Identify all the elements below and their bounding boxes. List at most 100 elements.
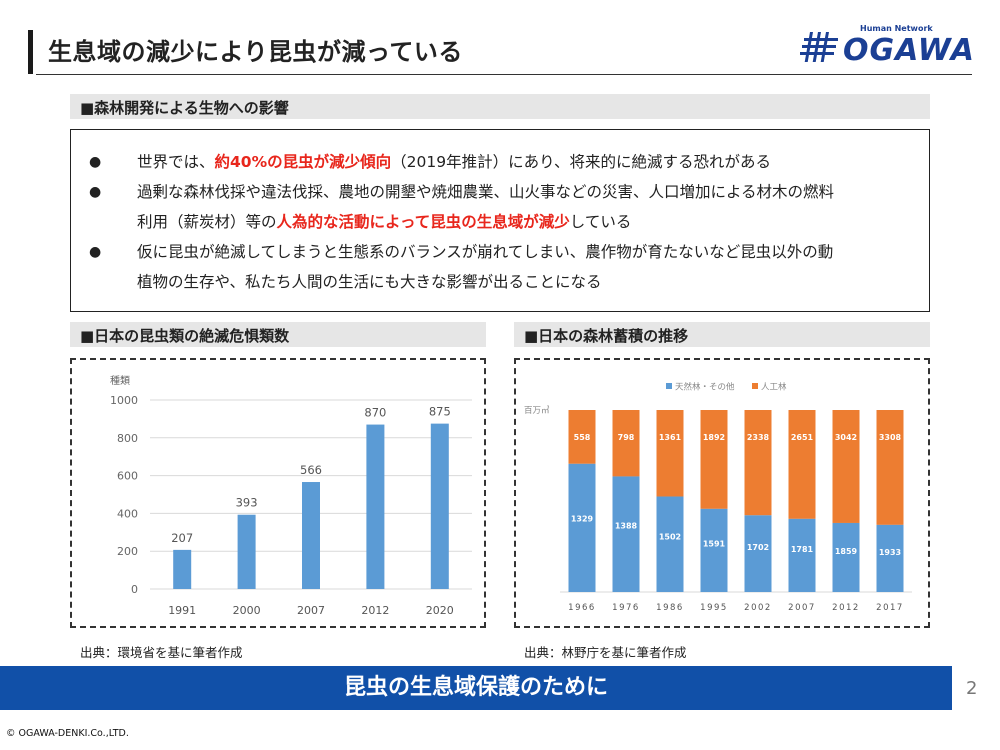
section-heading-insects: ■日本の昆虫類の絶滅危惧類数 <box>70 322 486 347</box>
data-label: 393 <box>236 496 258 510</box>
legend-swatch <box>752 383 758 389</box>
bullet-marker: ● <box>89 244 102 260</box>
bullet-text: 過剰な森林伐採や違法伐採、農地の開墾や焼畑農業、山火事などの災害、人口増加による… <box>137 183 835 201</box>
bar <box>237 514 256 589</box>
bullet-line: ● 世界では、約40%の昆虫が減少傾向（2019年推計）にあり、将来的に絶滅する恐… <box>71 147 929 177</box>
bar-segment-planted <box>656 410 684 497</box>
data-label-natural: 1702 <box>747 543 769 552</box>
forest-chart-frame: 天然林・その他 人工林百万㎥ 558 1329 1966 798 1388 1976 1361 1… <box>514 358 930 628</box>
x-tick-label: 1986 <box>656 603 684 613</box>
bar-segment-natural <box>700 508 728 592</box>
y-tick-label: 400 <box>117 507 138 520</box>
bar <box>430 423 449 589</box>
data-label-natural: 1388 <box>615 521 638 530</box>
y-tick-label: 600 <box>117 470 138 483</box>
x-tick-label: 2012 <box>832 603 860 613</box>
data-label-planted: 798 <box>618 433 635 442</box>
bar-segment-planted <box>876 410 904 525</box>
legend-label: 天然林・その他 <box>675 382 735 393</box>
insect-chart-frame: 種類 0 200 400 600 800 1000 207 1991 393 2000 566 2007… <box>70 358 486 628</box>
data-label-planted: 1361 <box>659 433 682 442</box>
bar <box>366 424 385 589</box>
section-heading-forest: ■森林開発による生物への影響 <box>70 94 930 119</box>
logo-tagline: Human Network <box>860 24 933 33</box>
data-label-natural: 1329 <box>571 515 594 524</box>
bar-segment-natural <box>788 518 816 592</box>
data-label-natural: 1859 <box>835 547 858 556</box>
x-tick-label: 1991 <box>168 604 196 617</box>
bar-segment-natural <box>568 463 596 592</box>
bullet-text: 利用（薪炭材）等の <box>137 213 277 231</box>
logo-wordmark: OGAWA <box>843 33 975 68</box>
bar-segment-natural <box>656 496 684 592</box>
x-tick-label: 2007 <box>788 603 816 613</box>
source-right: 出典：林野庁を基に筆者作成 <box>524 645 687 660</box>
highlight-text: 人為的な活動によって昆虫の生息域が減少 <box>276 213 570 231</box>
bar-segment-natural <box>744 515 772 592</box>
bullet-line: ● 仮に昆虫が絶滅してしまうと生態系のバランスが崩れてしまい、農作物が育たないなど… <box>71 237 929 267</box>
legend-label: 人工林 <box>761 382 787 393</box>
data-label: 566 <box>300 463 322 477</box>
bar-segment-planted <box>568 410 596 464</box>
page-title: 生息域の減少により昆虫が減っている <box>48 38 463 66</box>
x-tick-label: 2020 <box>426 604 454 617</box>
bullet-line: 利用（薪炭材）等の人為的な活動によって昆虫の生息域が減少している <box>71 207 929 237</box>
data-label: 207 <box>171 531 193 545</box>
bar-segment-planted <box>744 410 772 516</box>
data-label-planted: 558 <box>574 433 591 442</box>
bullet-marker: ● <box>89 184 102 200</box>
y-axis-label: 百万㎥ <box>524 406 550 416</box>
bar <box>302 482 320 589</box>
x-tick-label: 1995 <box>700 603 728 613</box>
x-tick-label: 2007 <box>297 604 325 617</box>
x-tick-label: 1976 <box>612 603 640 613</box>
bar-segment-planted <box>612 410 640 477</box>
x-tick-label: 2012 <box>361 604 389 617</box>
data-label: 875 <box>429 405 451 419</box>
bullet-text: 世界では、 <box>137 153 215 171</box>
bottom-banner: 昆虫の生息域保護のために <box>0 666 952 710</box>
x-tick-label: 2000 <box>233 604 261 617</box>
highlight-text: 約40%の昆虫が減少傾向 <box>214 153 392 171</box>
bar-segment-natural <box>876 524 904 592</box>
bar-segment-natural <box>612 476 640 592</box>
bar <box>173 549 192 589</box>
bullet-marker: ● <box>89 154 102 170</box>
data-label-planted: 2651 <box>791 433 814 442</box>
bar-segment-planted <box>832 410 860 523</box>
ogawa-logo: Human Network OGAWA <box>800 22 980 72</box>
bar-segment-planted <box>788 410 816 519</box>
data-label-natural: 1591 <box>703 539 726 548</box>
y-tick-label: 200 <box>117 545 138 558</box>
x-tick-label: 2002 <box>744 603 772 613</box>
legend-swatch <box>666 383 672 389</box>
bullet-line: 植物の生存や、私たち人間の生活にも大きな影響が出ることになる <box>71 267 929 297</box>
bullet-text: 植物の生存や、私たち人間の生活にも大きな影響が出ることになる <box>137 273 602 291</box>
data-label: 870 <box>364 406 386 420</box>
y-tick-label: 800 <box>117 432 138 445</box>
insect-bar-chart: 種類 0 200 400 600 800 1000 207 1991 393 2000 566 2007… <box>110 374 472 617</box>
data-label-natural: 1781 <box>791 545 814 554</box>
logo-mark-icon <box>800 32 838 62</box>
data-label-planted: 3308 <box>879 433 902 442</box>
copyright: © OGAWA-DENKI.Co.,LTD. <box>6 728 129 739</box>
data-label-natural: 1502 <box>659 532 681 541</box>
title-accent-bar <box>28 30 33 74</box>
data-label-planted: 1892 <box>703 433 725 442</box>
bar-segment-natural <box>832 522 860 592</box>
section-heading-forest-stock: ■日本の森林蓄積の推移 <box>514 322 930 347</box>
x-tick-label: 2017 <box>876 603 904 613</box>
page-number: 2 <box>966 678 978 699</box>
data-label-planted: 2338 <box>747 433 770 442</box>
bullet-text: （2019年推計）にあり、将来的に絶滅する恐れがある <box>391 153 771 171</box>
x-tick-label: 1966 <box>568 603 596 613</box>
y-tick-label: 0 <box>131 583 138 596</box>
bullet-text: 仮に昆虫が絶滅してしまうと生態系のバランスが崩れてしまい、農作物が育たないなど昆… <box>137 243 834 261</box>
forest-impact-box: ● 世界では、約40%の昆虫が減少傾向（2019年推計）にあり、将来的に絶滅する恐… <box>70 129 930 312</box>
data-label-planted: 3042 <box>835 433 857 442</box>
bullet-list: ● 世界では、約40%の昆虫が減少傾向（2019年推計）にあり、将来的に絶滅する恐… <box>71 147 929 297</box>
data-label-natural: 1933 <box>879 548 901 557</box>
title-divider <box>36 74 972 75</box>
y-axis-label: 種類 <box>110 374 130 387</box>
